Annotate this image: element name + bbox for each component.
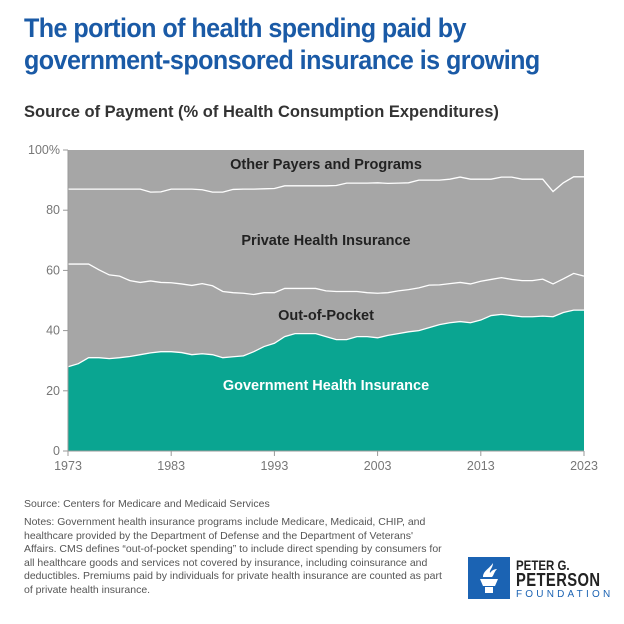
x-tick-label: 1983 [157, 459, 185, 473]
x-tick-label: 1973 [54, 459, 82, 473]
boundary-line-out-of-pocket [68, 263, 585, 296]
x-tick-label: 2003 [364, 459, 392, 473]
logo-line1: PETER G. [516, 557, 570, 573]
area-government-health-insurance [68, 310, 584, 451]
area-out-of-pocket [68, 264, 584, 367]
series-label-private-health-insurance: Private Health Insurance [241, 233, 410, 249]
area-private-health-insurance [68, 176, 584, 295]
y-tick-label: 60 [46, 263, 60, 277]
series-label-government-health-insurance: Government Health Insurance [223, 378, 429, 394]
x-tick-label: 2023 [570, 459, 598, 473]
y-tick-label: 20 [46, 384, 60, 398]
series-label-out-of-pocket: Out-of-Pocket [278, 308, 374, 324]
series-label-other-payers-and-programs: Other Payers and Programs [230, 157, 422, 173]
x-tick-label: 2013 [467, 459, 495, 473]
y-tick-label: 100% [28, 143, 60, 157]
area-other-payers-and-programs [68, 150, 584, 193]
x-tick-label: 1993 [260, 459, 288, 473]
torch-icon [468, 557, 510, 599]
page-title: The portion of health spending paid by g… [24, 13, 540, 75]
stacked-area-chart: 0 20 40 60 80 100% 1973 1983 1993 2003 2013 2023 Go… [28, 143, 598, 473]
boundary-line-private-health-insurance [68, 176, 584, 193]
chart-subtitle: Source of Payment (% of Health Consumpti… [24, 103, 499, 121]
y-tick-label: 40 [46, 324, 60, 338]
logo-line2: PETERSON [516, 570, 601, 590]
y-tick-label: 0 [53, 444, 60, 458]
footnotes: Notes: Government health insurance progr… [24, 516, 442, 596]
peterson-foundation-logo: PETER G. PETERSON FOUNDATION [468, 557, 610, 600]
logo-line3: FOUNDATION [516, 589, 614, 600]
y-tick-label: 80 [46, 203, 60, 217]
source-note: Source: Centers for Medicare and Medicai… [24, 498, 270, 510]
boundary-line-government-health-insurance [67, 309, 584, 368]
